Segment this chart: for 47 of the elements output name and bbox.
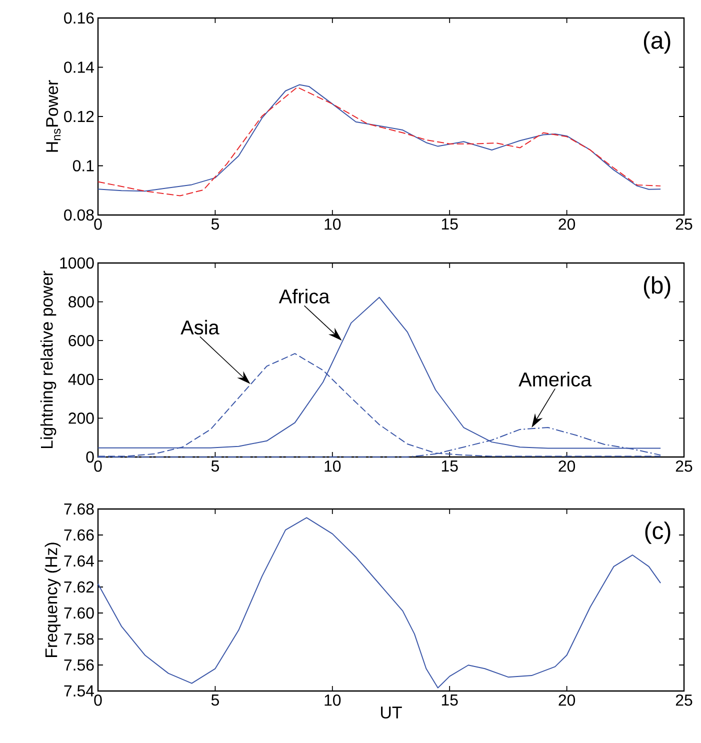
annotation: Asia <box>180 320 220 335</box>
y-axis-title: Frequency (Hz) <box>44 542 61 657</box>
x-tick-label: 5 <box>211 460 219 472</box>
x-tick-label: 0 <box>94 694 102 706</box>
x-tick-label: 20 <box>558 218 576 230</box>
x-tick-label: 20 <box>558 694 576 706</box>
y-tick-label: 400 <box>68 374 94 386</box>
y-tick-label: 7.60 <box>64 607 94 619</box>
y-tick-label: 0 <box>86 451 94 463</box>
x-axis-title: UT <box>381 706 402 718</box>
x-tick-label: 10 <box>324 460 341 472</box>
x-tick-label: 10 <box>324 218 341 230</box>
annotation: Africa <box>278 288 330 304</box>
y-tick-label: 0.14 <box>64 62 94 73</box>
y-axis-title: H$_{ns}$Power <box>46 80 61 152</box>
y-tick-label: 7.66 <box>64 529 94 541</box>
x-tick-label: 5 <box>211 694 219 706</box>
x-tick-label: 5 <box>211 218 219 230</box>
x-tick-label: 0 <box>94 460 102 472</box>
y-tick-label: 0.1 <box>72 160 94 172</box>
x-tick-label: 15 <box>442 218 458 230</box>
y-tick-label: 0.12 <box>64 110 94 122</box>
annotation: (c) <box>645 522 670 544</box>
annotation: (a) <box>644 31 670 54</box>
y-tick-label: 7.64 <box>64 555 94 567</box>
x-tick-label: 15 <box>442 460 458 472</box>
y-tick-label: 7.62 <box>64 581 94 593</box>
y-tick-label: 7.54 <box>64 685 94 697</box>
x-tick-label: 10 <box>324 694 341 706</box>
x-tick-label: 25 <box>676 460 692 472</box>
y-axis-title: Lightning relative power <box>40 270 56 448</box>
y-tick-label: 200 <box>68 412 94 424</box>
y-tick-label: 7.68 <box>64 503 94 515</box>
y-tick-label: 7.58 <box>64 633 94 645</box>
x-tick-label: 0 <box>94 218 102 230</box>
x-tick-label: 20 <box>558 460 576 472</box>
annotation: America <box>518 372 592 387</box>
x-tick-label: 15 <box>442 694 458 706</box>
y-tick-label: 0.08 <box>64 209 94 221</box>
annotation: (b) <box>644 276 670 298</box>
y-tick-label: 7.56 <box>64 659 94 671</box>
y-tick-label: 800 <box>68 296 94 308</box>
x-tick-label: 25 <box>676 694 692 706</box>
x-tick-label: 25 <box>676 218 692 230</box>
y-tick-label: 1000 <box>60 257 94 269</box>
y-tick-label: 600 <box>68 334 94 346</box>
y-tick-label: 0.16 <box>64 12 94 24</box>
